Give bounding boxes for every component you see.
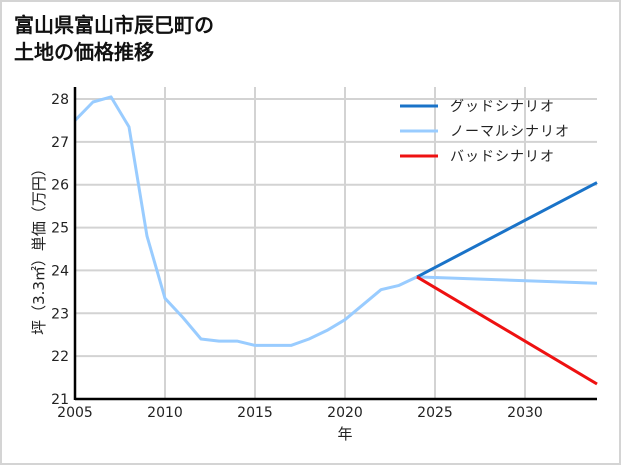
x-tick-label: 2015 (237, 405, 273, 421)
x-tick-label: 2020 (327, 405, 363, 421)
legend-label: ノーマルシナリオ (450, 124, 570, 140)
y-tick-label: 23 (51, 306, 69, 322)
series-line (73, 95, 598, 347)
x-tick-label: 2030 (507, 405, 543, 421)
x-tick-label: 2005 (57, 405, 93, 421)
y-tick-label: 24 (51, 263, 69, 279)
tick-labels: 21 22 23 24 25 26 27 28 2005 2010 2015 2020 2025 2030 (51, 92, 543, 421)
axes (73, 87, 597, 401)
x-axis-label: 年 (337, 425, 352, 443)
y-tick-label: 27 (51, 135, 69, 151)
series-line (416, 275, 598, 386)
y-tick-label: 28 (51, 92, 69, 108)
legend-label: グッドシナリオ (450, 99, 555, 115)
y-tick-label: 25 (51, 221, 69, 237)
y-tick-label: 26 (51, 178, 69, 194)
y-tick-label: 22 (51, 349, 69, 365)
y-axis-label: 坪（3.3㎡）単価（万円） (30, 161, 48, 335)
series-lines (73, 95, 598, 386)
x-tick-label: 2010 (147, 405, 183, 421)
y-tick-label: 21 (51, 392, 69, 408)
legend-label: バッドシナリオ (450, 149, 555, 165)
x-tick-label: 2025 (417, 405, 453, 421)
chart-title: 富山県富山市辰巳町の 土地の価格推移 (14, 13, 214, 64)
series-line (416, 181, 598, 279)
